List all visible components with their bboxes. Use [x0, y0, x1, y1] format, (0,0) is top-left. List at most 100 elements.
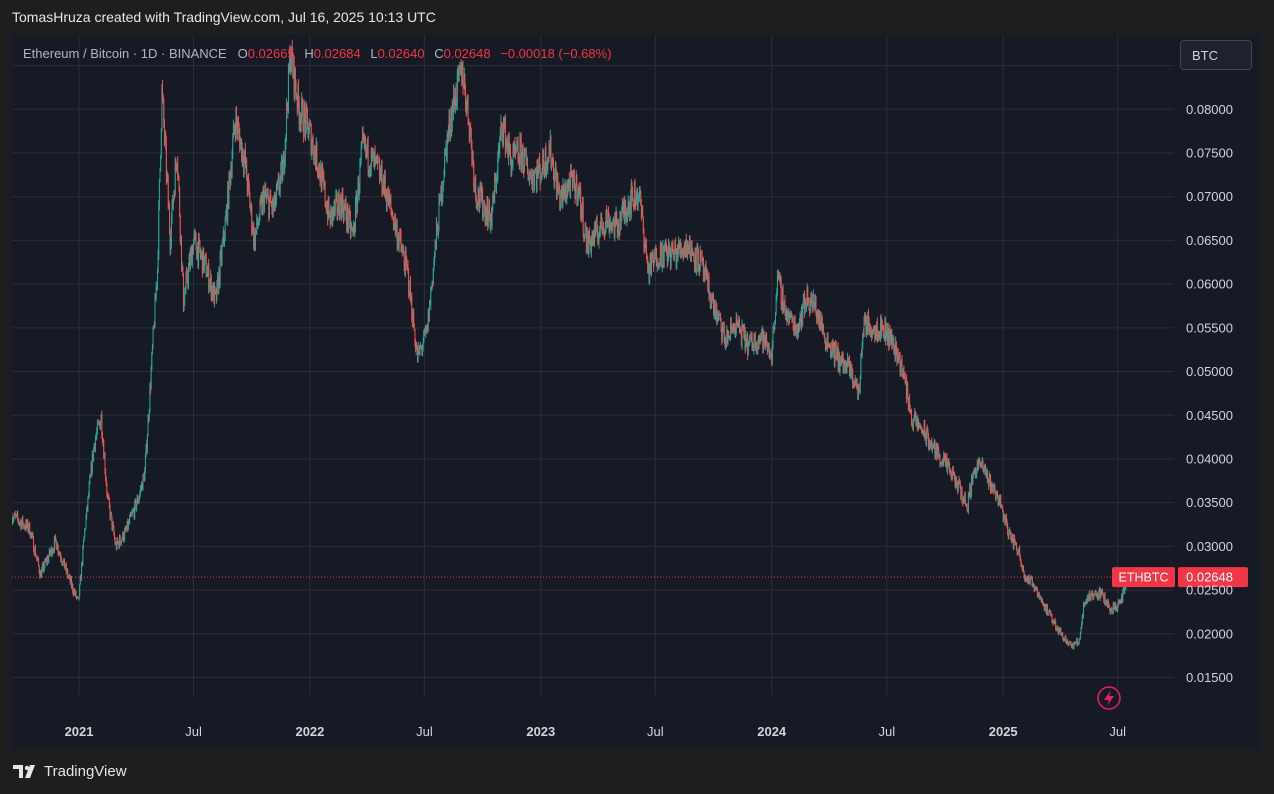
candle-body: [742, 325, 744, 327]
candle-body: [807, 300, 809, 302]
candle-body: [489, 215, 491, 229]
x-tick-label: Jul: [647, 724, 664, 739]
candle-body: [351, 227, 353, 228]
candle-body: [177, 174, 179, 178]
tradingview-logo-icon: [13, 764, 35, 778]
candle-body: [21, 517, 23, 523]
candle-body: [849, 360, 850, 375]
candle-body: [166, 173, 168, 178]
candle-body: [701, 256, 703, 262]
candle-body: [101, 414, 103, 435]
candle-body: [272, 198, 274, 212]
candle-body: [680, 244, 682, 254]
candle-body: [611, 226, 613, 229]
candle-body: [1091, 591, 1093, 595]
candle-body: [61, 561, 63, 564]
candle-body: [385, 192, 387, 196]
tradingview-brand[interactable]: TradingView: [13, 763, 127, 780]
candle-body: [397, 238, 399, 247]
candle-body: [1033, 584, 1035, 591]
candle-body: [603, 229, 605, 233]
candle-body: [404, 265, 406, 275]
candle-body: [501, 123, 503, 136]
candle-body: [1029, 582, 1031, 584]
candle-body: [144, 469, 146, 481]
candle-body: [529, 173, 531, 174]
candle-body: [843, 361, 845, 371]
candle-body: [924, 423, 926, 439]
candle-body: [287, 107, 289, 110]
candle-body: [447, 134, 449, 138]
candle-body: [560, 191, 562, 204]
candle-body: [298, 103, 300, 124]
candle-body: [181, 266, 183, 268]
candle-body: [829, 346, 831, 348]
candle-body: [739, 329, 741, 331]
candle-body: [604, 226, 606, 233]
candle-body: [196, 246, 198, 260]
candle-body: [50, 547, 52, 552]
candle-body: [628, 206, 630, 216]
candle-body: [852, 368, 854, 385]
candle-body: [406, 259, 408, 266]
lightning-icon[interactable]: [1097, 686, 1121, 710]
candle-body: [24, 527, 26, 529]
currency-button[interactable]: BTC: [1180, 40, 1252, 70]
candle-body: [1048, 611, 1050, 616]
y-tick-label: 0.03000: [1186, 539, 1233, 554]
symbol-legend[interactable]: Ethereum / Bitcoin · 1D · BINANCE O0.026…: [23, 46, 612, 61]
candle-body: [647, 265, 649, 271]
candle-body: [316, 142, 318, 170]
candle-body: [532, 173, 534, 189]
candle-body: [217, 277, 219, 292]
low-label: L: [370, 46, 378, 61]
candle-body: [250, 208, 251, 210]
candle-body: [296, 96, 298, 99]
candle-body: [666, 250, 668, 262]
candle-body: [570, 170, 572, 172]
candle-body: [833, 345, 835, 364]
candle-body: [883, 336, 885, 341]
candle-body: [294, 69, 296, 87]
candle-body: [830, 347, 831, 357]
candle-body: [346, 207, 348, 226]
candle-body: [602, 227, 604, 230]
candle-body: [449, 133, 451, 135]
candle-body: [954, 477, 956, 487]
candle-body: [919, 424, 921, 426]
candle-body: [934, 441, 936, 458]
candle-body: [731, 325, 733, 330]
candle-body: [36, 558, 38, 560]
candle-body: [985, 475, 987, 477]
candle-body: [993, 484, 995, 492]
candle-body: [398, 239, 400, 248]
candle-body: [409, 281, 411, 296]
candle-body: [684, 245, 686, 251]
candle-body: [472, 154, 474, 165]
candle-body: [752, 346, 754, 351]
candle-body: [823, 326, 825, 333]
candle-body: [43, 563, 45, 571]
candle-body: [328, 198, 330, 217]
candle-body: [917, 419, 919, 429]
candle-body: [496, 177, 498, 179]
candle-body: [879, 336, 881, 338]
candle-body: [1018, 547, 1020, 552]
candle-body: [1019, 556, 1021, 561]
candle-body: [774, 321, 776, 329]
candle-body: [392, 216, 394, 218]
candle-body: [454, 88, 456, 111]
candle-body: [171, 199, 173, 219]
candle-body: [1037, 594, 1039, 597]
candle-body: [821, 316, 823, 332]
candle-body: [699, 251, 701, 270]
candle-body: [331, 207, 333, 222]
candle-body: [157, 268, 158, 285]
candle-body: [259, 199, 261, 220]
candle-body: [630, 196, 632, 215]
candle-body: [177, 163, 179, 175]
candle-body: [508, 139, 510, 159]
candle-body: [682, 252, 684, 257]
